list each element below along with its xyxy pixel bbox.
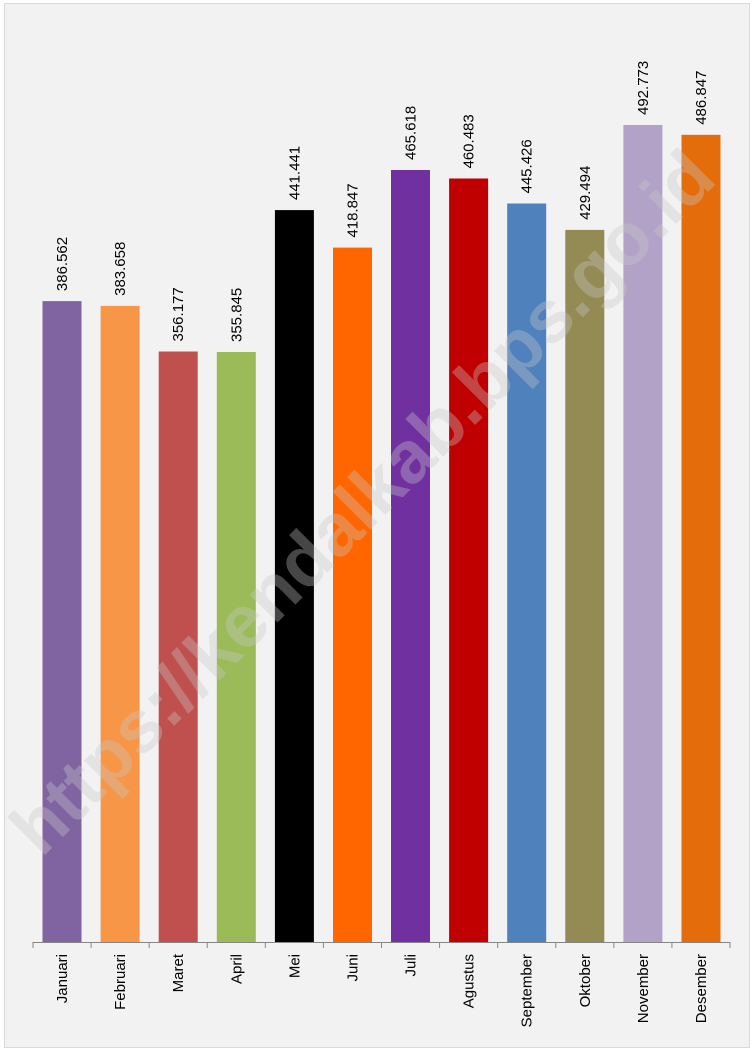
bar-januari <box>42 301 82 943</box>
value-label: 418.847 <box>345 183 362 237</box>
value-label: 460.483 <box>461 114 478 168</box>
category-label: Januari <box>54 954 71 1003</box>
bar-juni <box>333 247 372 943</box>
category-label: Oktober <box>577 954 594 1007</box>
value-label: 386.562 <box>54 237 71 291</box>
bar-juli <box>391 170 430 942</box>
value-label: 429.494 <box>577 166 594 220</box>
category-label: April <box>228 954 245 984</box>
category-label: Desember <box>693 954 710 1023</box>
value-label: 492.773 <box>635 61 652 115</box>
bar-november <box>623 125 663 942</box>
category-label: Mei <box>286 954 303 978</box>
category-label: Juli <box>403 954 420 977</box>
bar-februari <box>100 305 140 942</box>
value-labels-group: 386.562 383.658 356.177 355.845 441.441 418.8… <box>54 61 710 342</box>
value-label: 486.847 <box>693 71 710 125</box>
bar-desember <box>681 134 721 943</box>
bar-april <box>216 352 256 942</box>
bars-group <box>42 125 721 943</box>
value-label: 383.658 <box>112 242 129 296</box>
category-label: November <box>635 954 652 1023</box>
value-label: 441.441 <box>286 146 303 200</box>
value-label: 465.618 <box>403 106 420 160</box>
category-label: Agustus <box>461 954 478 1008</box>
value-label: 445.426 <box>519 139 536 193</box>
value-label: 356.177 <box>170 287 187 341</box>
category-label: Maret <box>170 953 187 992</box>
bar-september <box>507 203 547 942</box>
category-label: September <box>519 954 536 1027</box>
bar-mei <box>274 210 314 943</box>
bar-agustus <box>449 178 489 942</box>
bar-oktober <box>565 229 605 942</box>
bar-maret <box>158 351 198 942</box>
category-label: Februari <box>112 954 129 1010</box>
x-axis-ticks <box>32 942 731 948</box>
category-labels-group: Januari Februari Maret April Mei Juni Juli Agus… <box>54 953 710 1027</box>
value-label: 355.845 <box>228 288 245 342</box>
category-label: Juni <box>345 954 362 982</box>
